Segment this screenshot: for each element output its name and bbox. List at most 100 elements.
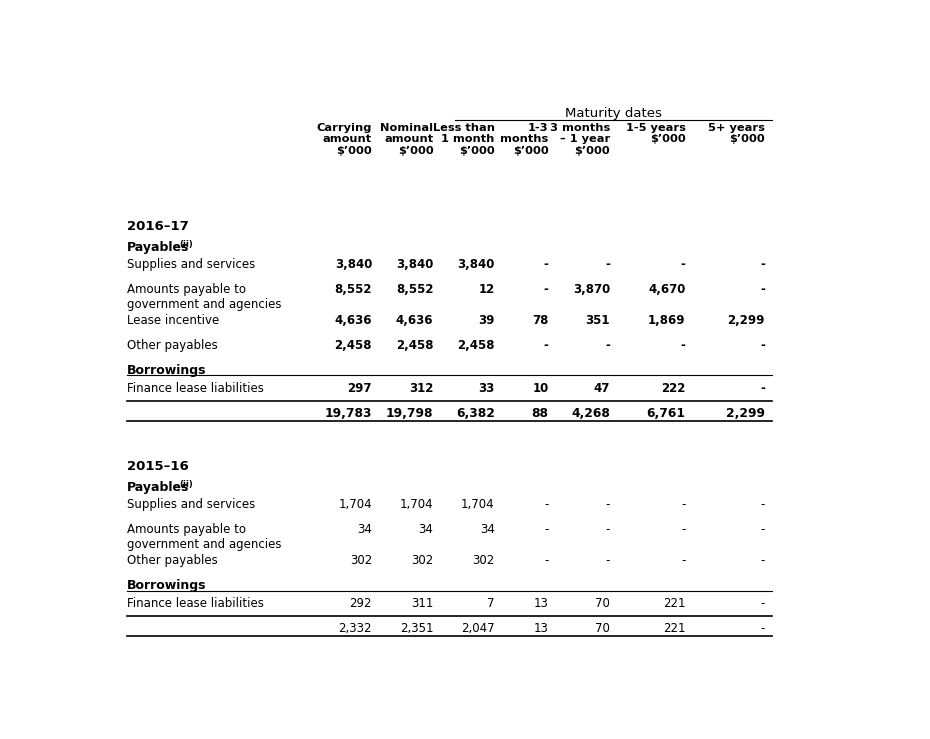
Text: 1,869: 1,869 [648, 314, 685, 327]
Text: 4,636: 4,636 [396, 314, 433, 327]
Text: 33: 33 [478, 382, 495, 395]
Text: 2,458: 2,458 [396, 339, 433, 352]
Text: 302: 302 [350, 554, 372, 567]
Text: 2,458: 2,458 [335, 339, 372, 352]
Text: -: - [760, 382, 764, 395]
Text: 2015–16: 2015–16 [127, 460, 189, 473]
Text: Amounts payable to
government and agencies: Amounts payable to government and agenci… [127, 283, 282, 311]
Text: 13: 13 [534, 622, 549, 636]
Text: -: - [761, 523, 764, 537]
Text: Nominal
amount
$’000: Nominal amount $’000 [380, 123, 433, 156]
Text: 2,458: 2,458 [458, 339, 495, 352]
Text: 3,870: 3,870 [573, 283, 610, 296]
Text: -: - [605, 498, 610, 511]
Text: -: - [605, 523, 610, 537]
Text: -: - [544, 498, 549, 511]
Text: -: - [682, 498, 685, 511]
Text: 302: 302 [472, 554, 495, 567]
Text: Payables: Payables [127, 481, 190, 494]
Text: (ii): (ii) [179, 480, 193, 489]
Text: 292: 292 [350, 597, 372, 610]
Text: 1,704: 1,704 [400, 498, 433, 511]
Text: Maturity dates: Maturity dates [565, 107, 662, 120]
Text: Carrying
amount
$’000: Carrying amount $’000 [317, 123, 372, 156]
Text: Less than
1 month
$’000: Less than 1 month $’000 [432, 123, 495, 156]
Text: Payables: Payables [127, 241, 190, 254]
Text: 3,840: 3,840 [335, 258, 372, 271]
Text: Amounts payable to
government and agencies: Amounts payable to government and agenci… [127, 523, 282, 551]
Text: Supplies and services: Supplies and services [127, 498, 256, 511]
Text: 34: 34 [357, 523, 372, 537]
Text: -: - [605, 554, 610, 567]
Text: 12: 12 [478, 283, 495, 296]
Text: Borrowings: Borrowings [127, 579, 206, 592]
Text: 10: 10 [533, 382, 549, 395]
Text: 6,761: 6,761 [646, 407, 685, 420]
Text: -: - [682, 523, 685, 537]
Text: 19,783: 19,783 [325, 407, 372, 420]
Text: 312: 312 [409, 382, 433, 395]
Text: -: - [544, 258, 549, 271]
Text: 302: 302 [411, 554, 433, 567]
Text: Finance lease liabilities: Finance lease liabilities [127, 382, 264, 395]
Text: -: - [605, 339, 610, 352]
Text: -: - [605, 258, 610, 271]
Text: 222: 222 [661, 382, 685, 395]
Text: 47: 47 [593, 382, 610, 395]
Text: -: - [761, 554, 764, 567]
Text: 34: 34 [418, 523, 433, 537]
Text: 4,636: 4,636 [335, 314, 372, 327]
Text: -: - [681, 258, 685, 271]
Text: 8,552: 8,552 [396, 283, 433, 296]
Text: 34: 34 [480, 523, 495, 537]
Text: 1,704: 1,704 [461, 498, 495, 511]
Text: 13: 13 [534, 597, 549, 610]
Text: 1-5 years
$’000: 1-5 years $’000 [626, 123, 685, 144]
Text: 70: 70 [595, 597, 610, 610]
Text: 8,552: 8,552 [335, 283, 372, 296]
Text: 351: 351 [586, 314, 610, 327]
Text: -: - [544, 283, 549, 296]
Text: Other payables: Other payables [127, 339, 218, 352]
Text: (ii): (ii) [179, 240, 193, 249]
Text: Lease incentive: Lease incentive [127, 314, 219, 327]
Text: 88: 88 [532, 407, 549, 420]
Text: 78: 78 [532, 314, 549, 327]
Text: -: - [761, 498, 764, 511]
Text: 297: 297 [348, 382, 372, 395]
Text: -: - [760, 258, 764, 271]
Text: 2,047: 2,047 [461, 622, 495, 636]
Text: Finance lease liabilities: Finance lease liabilities [127, 597, 264, 610]
Text: 7: 7 [487, 597, 495, 610]
Text: 221: 221 [663, 597, 685, 610]
Text: 5+ years
$’000: 5+ years $’000 [708, 123, 764, 144]
Text: 4,670: 4,670 [648, 283, 685, 296]
Text: -: - [681, 339, 685, 352]
Text: 221: 221 [663, 622, 685, 636]
Text: 2016–17: 2016–17 [127, 219, 189, 233]
Text: 311: 311 [411, 597, 433, 610]
Text: Borrowings: Borrowings [127, 364, 206, 377]
Text: 4,268: 4,268 [571, 407, 610, 420]
Text: 19,798: 19,798 [386, 407, 433, 420]
Text: 3 months
– 1 year
$’000: 3 months – 1 year $’000 [550, 123, 610, 156]
Text: Other payables: Other payables [127, 554, 218, 567]
Text: -: - [544, 523, 549, 537]
Text: 1-3
months
$’000: 1-3 months $’000 [500, 123, 549, 156]
Text: -: - [544, 339, 549, 352]
Text: 2,299: 2,299 [727, 314, 764, 327]
Text: -: - [761, 597, 764, 610]
Text: 2,299: 2,299 [726, 407, 764, 420]
Text: 2,351: 2,351 [400, 622, 433, 636]
Text: -: - [761, 622, 764, 636]
Text: -: - [760, 339, 764, 352]
Text: 3,840: 3,840 [458, 258, 495, 271]
Text: -: - [760, 283, 764, 296]
Text: 2,332: 2,332 [339, 622, 372, 636]
Text: 3,840: 3,840 [396, 258, 433, 271]
Text: 70: 70 [595, 622, 610, 636]
Text: 39: 39 [478, 314, 495, 327]
Text: -: - [682, 554, 685, 567]
Text: -: - [544, 554, 549, 567]
Text: Supplies and services: Supplies and services [127, 258, 256, 271]
